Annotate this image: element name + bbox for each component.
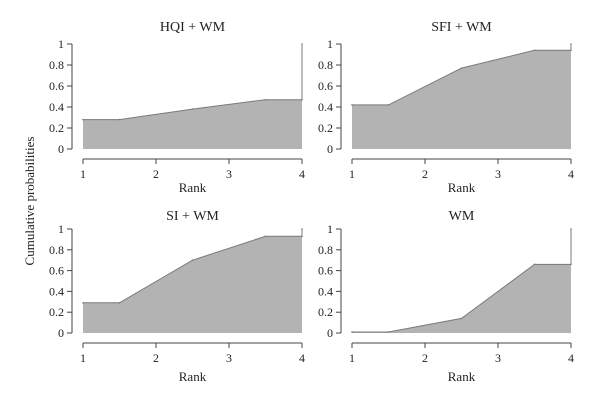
y-tick-label: 0.4: [49, 284, 64, 298]
data-point: [118, 302, 121, 304]
series-area: [352, 264, 571, 333]
series-area: [83, 99, 302, 149]
x-tick-label: 4: [299, 167, 305, 181]
x-tick-label: 2: [153, 167, 159, 181]
y-tick-label: 0.2: [49, 121, 64, 135]
y-tick-label: 0: [58, 142, 64, 156]
y-tick-label: 0.2: [318, 305, 333, 319]
x-tick-label: 3: [495, 167, 501, 181]
data-point: [387, 331, 390, 333]
y-tick-label: 0: [58, 326, 64, 340]
series-line: [352, 229, 572, 333]
panel-title: WM: [449, 209, 475, 224]
y-tick-label: 0.6: [318, 264, 333, 278]
series-area: [352, 50, 571, 149]
chart-panel: SFI + WM 0 0.2 0.4 0.6 0.8 1 1 2 3 4 Rank: [318, 20, 574, 195]
x-tick-label: 1: [80, 351, 86, 365]
y-tick-label: 0: [327, 326, 333, 340]
y-tick-label: 0.2: [49, 305, 64, 319]
y-tick-label: 0.8: [49, 58, 64, 72]
y-tick-label: 1: [327, 222, 333, 236]
data-point: [570, 263, 572, 266]
x-tick-label: 2: [422, 351, 428, 365]
y-axis-label: Cumulative probabilities: [22, 137, 37, 266]
data-point: [82, 302, 84, 304]
panel-title: SI + WM: [166, 209, 219, 224]
data-point: [387, 104, 390, 106]
x-tick-label: 4: [568, 167, 574, 181]
panel-title: SFI + WM: [431, 20, 492, 35]
data-point: [460, 317, 463, 320]
data-point: [264, 98, 267, 101]
y-tick-label: 0.2: [318, 121, 333, 135]
data-point: [570, 43, 572, 45]
data-point: [301, 228, 303, 230]
y-tick-label: 0.6: [49, 264, 64, 278]
data-point: [351, 331, 353, 333]
x-tick-label: 4: [568, 351, 574, 365]
y-tick-label: 0.4: [318, 284, 333, 298]
y-tick-label: 0.8: [318, 58, 333, 72]
data-point: [460, 67, 463, 69]
data-point: [191, 108, 194, 110]
data-point: [264, 235, 267, 238]
x-tick-label: 4: [299, 351, 305, 365]
x-tick-label: 2: [422, 167, 428, 181]
data-point: [82, 118, 84, 121]
panel-title: HQI + WM: [160, 20, 226, 35]
data-point: [191, 259, 194, 262]
chart-panel: HQI + WM 0 0.2 0.4 0.6 0.8 1 1 2 3 4 Rank: [49, 20, 305, 195]
x-tick-label: 3: [226, 167, 232, 181]
data-point: [301, 235, 303, 238]
y-tick-label: 0.4: [318, 100, 333, 114]
data-point: [118, 118, 121, 121]
data-point: [570, 49, 572, 52]
x-tick-label: 1: [349, 351, 355, 365]
data-point: [533, 263, 536, 266]
series-line: [83, 229, 303, 304]
y-tick-label: 0.6: [49, 79, 64, 93]
series-line: [352, 44, 572, 106]
x-axis-label: Rank: [179, 369, 207, 384]
y-tick-label: 0.6: [318, 79, 333, 93]
data-point: [351, 104, 353, 106]
x-axis-label: Rank: [179, 180, 207, 195]
series-line: [83, 44, 303, 121]
x-tick-label: 3: [226, 351, 232, 365]
y-tick-label: 1: [327, 37, 333, 51]
y-tick-label: 1: [58, 37, 64, 51]
y-tick-label: 0.4: [49, 100, 64, 114]
x-tick-label: 2: [153, 351, 159, 365]
y-tick-label: 0: [327, 142, 333, 156]
x-axis-label: Rank: [448, 180, 476, 195]
x-tick-label: 1: [80, 167, 86, 181]
x-tick-label: 1: [349, 167, 355, 181]
x-tick-label: 3: [495, 351, 501, 365]
x-axis-label: Rank: [448, 369, 476, 384]
data-point: [533, 49, 536, 52]
chart-panel: WM 0 0.2 0.4 0.6 0.8 1 1 2 3 4 Rank: [318, 209, 574, 384]
chart-panel: SI + WM 0 0.2 0.4 0.6 0.8 1 1 2 3 4 Rank: [49, 209, 305, 384]
series-area: [83, 236, 302, 333]
data-point: [301, 43, 303, 45]
data-point: [570, 228, 572, 230]
y-tick-label: 1: [58, 222, 64, 236]
y-tick-label: 0.8: [49, 243, 64, 257]
data-point: [301, 98, 303, 101]
y-tick-label: 0.8: [318, 243, 333, 257]
